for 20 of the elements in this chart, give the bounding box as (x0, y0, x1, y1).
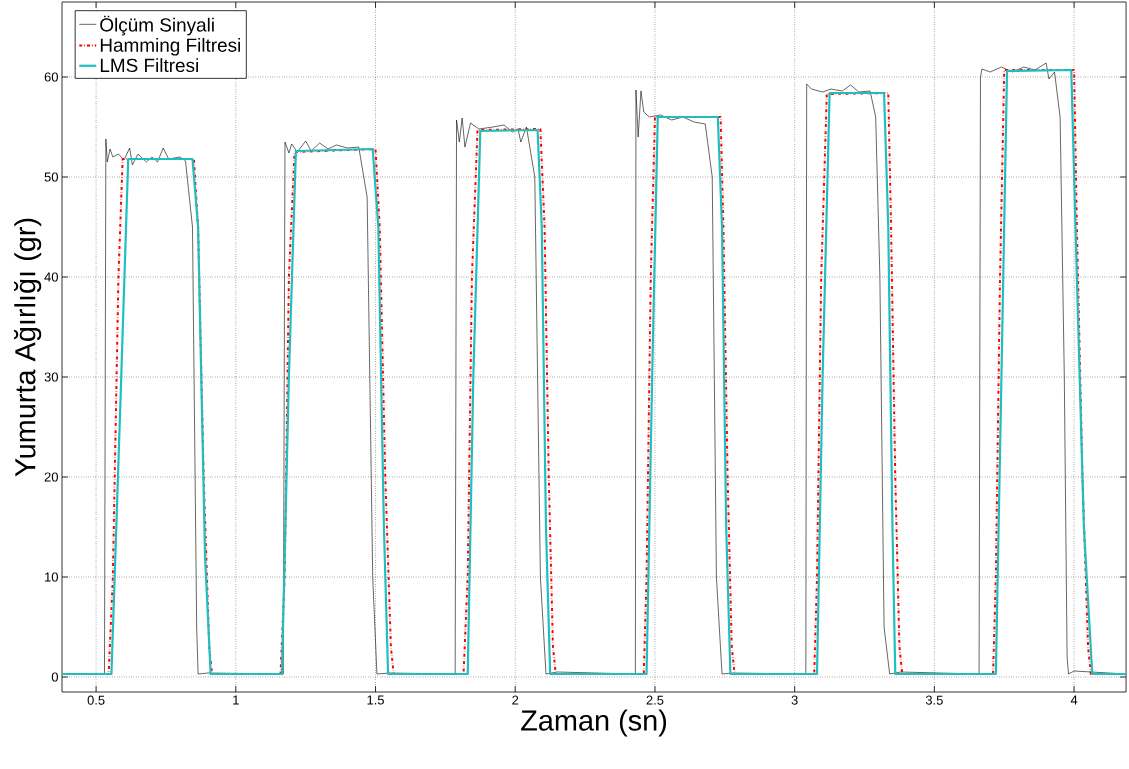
x-tick-label: 4 (1070, 695, 1078, 705)
legend-label: Ölçüm Sinyali (100, 15, 214, 36)
x-tick-label: 2.5 (646, 695, 664, 705)
y-tick-label: 50 (44, 172, 58, 182)
x-tick-label: 1 (233, 695, 239, 705)
x-axis-title: Zaman (sn) (521, 709, 667, 737)
y-tick-label: 10 (45, 572, 58, 582)
y-tick-label: 30 (44, 372, 58, 382)
y-tick-label: 40 (44, 272, 58, 282)
x-tick-label: 3.5 (925, 695, 943, 705)
x-tick-label: 2 (512, 695, 519, 705)
legend-label: LMS Filtresi (100, 58, 198, 73)
x-tick-label: 3 (791, 695, 798, 705)
y-axis-title: Yumurta Ağırlığı (gr) (13, 218, 42, 477)
y-tick-label: 20 (44, 472, 58, 482)
x-tick-label: 0.5 (87, 695, 105, 705)
y-tick-label: 60 (44, 72, 58, 82)
y-tick-label: 0 (51, 672, 58, 682)
legend-label: Hamming Filtresi (100, 37, 241, 56)
x-tick-label: 1.5 (367, 695, 384, 705)
